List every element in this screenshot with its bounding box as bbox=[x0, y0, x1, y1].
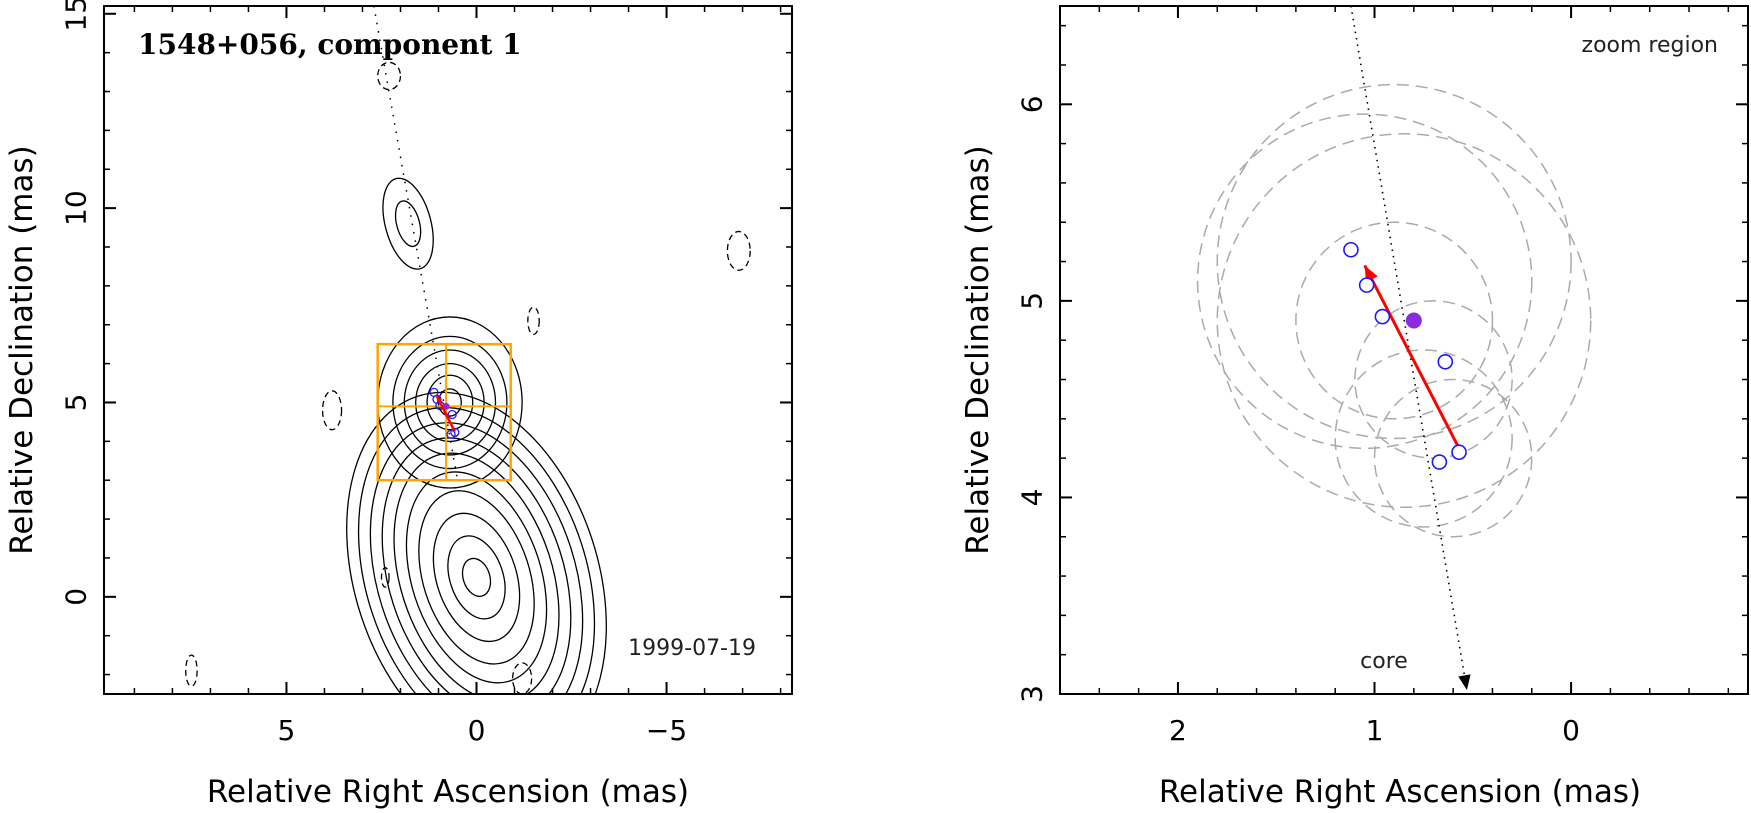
contour-line bbox=[461, 557, 492, 597]
x-tick-label: 5 bbox=[278, 714, 296, 747]
motion-vector-head bbox=[436, 395, 442, 403]
right-panel: 2 1 0 3 4 5 6 zoom region core Relative Right … bbox=[960, 5, 1749, 810]
zoom-region-box bbox=[376, 342, 512, 482]
contour-line bbox=[437, 388, 462, 417]
mean-position-marker bbox=[1405, 312, 1422, 329]
component-marker bbox=[1343, 241, 1359, 258]
contour-line bbox=[418, 490, 535, 665]
component-size-circle bbox=[1373, 378, 1533, 538]
negative-contour bbox=[377, 61, 402, 91]
negative-contour bbox=[321, 390, 343, 431]
x-tick-label: 1 bbox=[1366, 714, 1384, 747]
component-marker bbox=[1437, 353, 1454, 370]
contour-line bbox=[382, 177, 434, 270]
negative-contour bbox=[726, 230, 751, 271]
contour-line bbox=[381, 437, 572, 694]
component-size-circle bbox=[1196, 113, 1533, 450]
y-tick-label: 10 bbox=[60, 190, 93, 226]
x-tick-label: −5 bbox=[646, 714, 687, 747]
core-direction-arrowhead bbox=[1458, 674, 1471, 690]
negative-contour bbox=[527, 306, 540, 336]
contour-line bbox=[405, 471, 548, 684]
component-size-circle bbox=[1216, 133, 1592, 509]
left-y-axis-title: Relative Declination (mas) bbox=[4, 145, 40, 555]
component-marker bbox=[450, 427, 460, 438]
right-x-axis-title: Relative Right Ascension (mas) bbox=[1159, 774, 1641, 810]
y-tick-label: 6 bbox=[1016, 95, 1049, 113]
contour-line bbox=[403, 349, 497, 456]
y-tick-label: 5 bbox=[60, 394, 93, 412]
component-marker bbox=[1358, 277, 1375, 293]
contour-line bbox=[426, 374, 474, 431]
contour-line bbox=[357, 406, 596, 694]
component-marker bbox=[447, 409, 457, 420]
contour-line bbox=[447, 535, 506, 620]
x-tick-label: 2 bbox=[1169, 714, 1187, 747]
component-marker bbox=[1451, 444, 1467, 461]
left-ticks: 5 0 −5 0 5 10 15 bbox=[60, 0, 792, 747]
negative-contour bbox=[185, 654, 198, 687]
contour-line bbox=[394, 200, 422, 248]
contour-line bbox=[393, 452, 560, 694]
x-tick-label: 0 bbox=[1562, 714, 1580, 747]
y-tick-label: 3 bbox=[1016, 685, 1049, 703]
component-size-circle bbox=[1334, 349, 1513, 528]
negative-contour bbox=[380, 567, 390, 588]
y-tick-label: 0 bbox=[60, 588, 93, 606]
right-region-label: zoom region bbox=[1582, 33, 1718, 58]
right-y-axis-title: Relative Declination (mas) bbox=[960, 145, 996, 555]
y-tick-label: 15 bbox=[60, 0, 93, 32]
left-x-axis-title: Relative Right Ascension (mas) bbox=[207, 774, 689, 810]
component-marker bbox=[1374, 308, 1391, 325]
motion-vector bbox=[435, 394, 456, 433]
contour-line bbox=[415, 362, 485, 442]
right-plot-area bbox=[1196, 6, 1592, 691]
left-title: 1548+056, component 1 bbox=[138, 28, 522, 61]
contour-line bbox=[346, 391, 607, 694]
contour-line bbox=[432, 512, 521, 643]
component-marker bbox=[1431, 454, 1448, 470]
contour-line bbox=[392, 335, 508, 470]
motion-vector bbox=[1363, 264, 1461, 449]
y-tick-label: 5 bbox=[1016, 292, 1049, 310]
component-size-circle bbox=[1295, 221, 1494, 420]
left-plot-frame bbox=[103, 5, 793, 695]
right-ticks: 2 1 0 3 4 5 6 bbox=[1016, 6, 1748, 747]
right-plot-frame bbox=[1059, 5, 1749, 695]
y-tick-label: 4 bbox=[1016, 489, 1049, 507]
left-panel: 5 0 −5 0 5 10 15 1548+056, component 1 1999-07… bbox=[4, 0, 793, 810]
contour-line bbox=[377, 316, 523, 489]
negative-contour bbox=[511, 662, 533, 694]
left-plot-area bbox=[185, 6, 751, 694]
right-core-label: core bbox=[1360, 649, 1408, 674]
x-tick-label: 0 bbox=[468, 714, 486, 747]
left-epoch-label: 1999-07-19 bbox=[628, 636, 756, 661]
contour-line bbox=[369, 422, 584, 694]
component-size-circle bbox=[1216, 83, 1572, 440]
